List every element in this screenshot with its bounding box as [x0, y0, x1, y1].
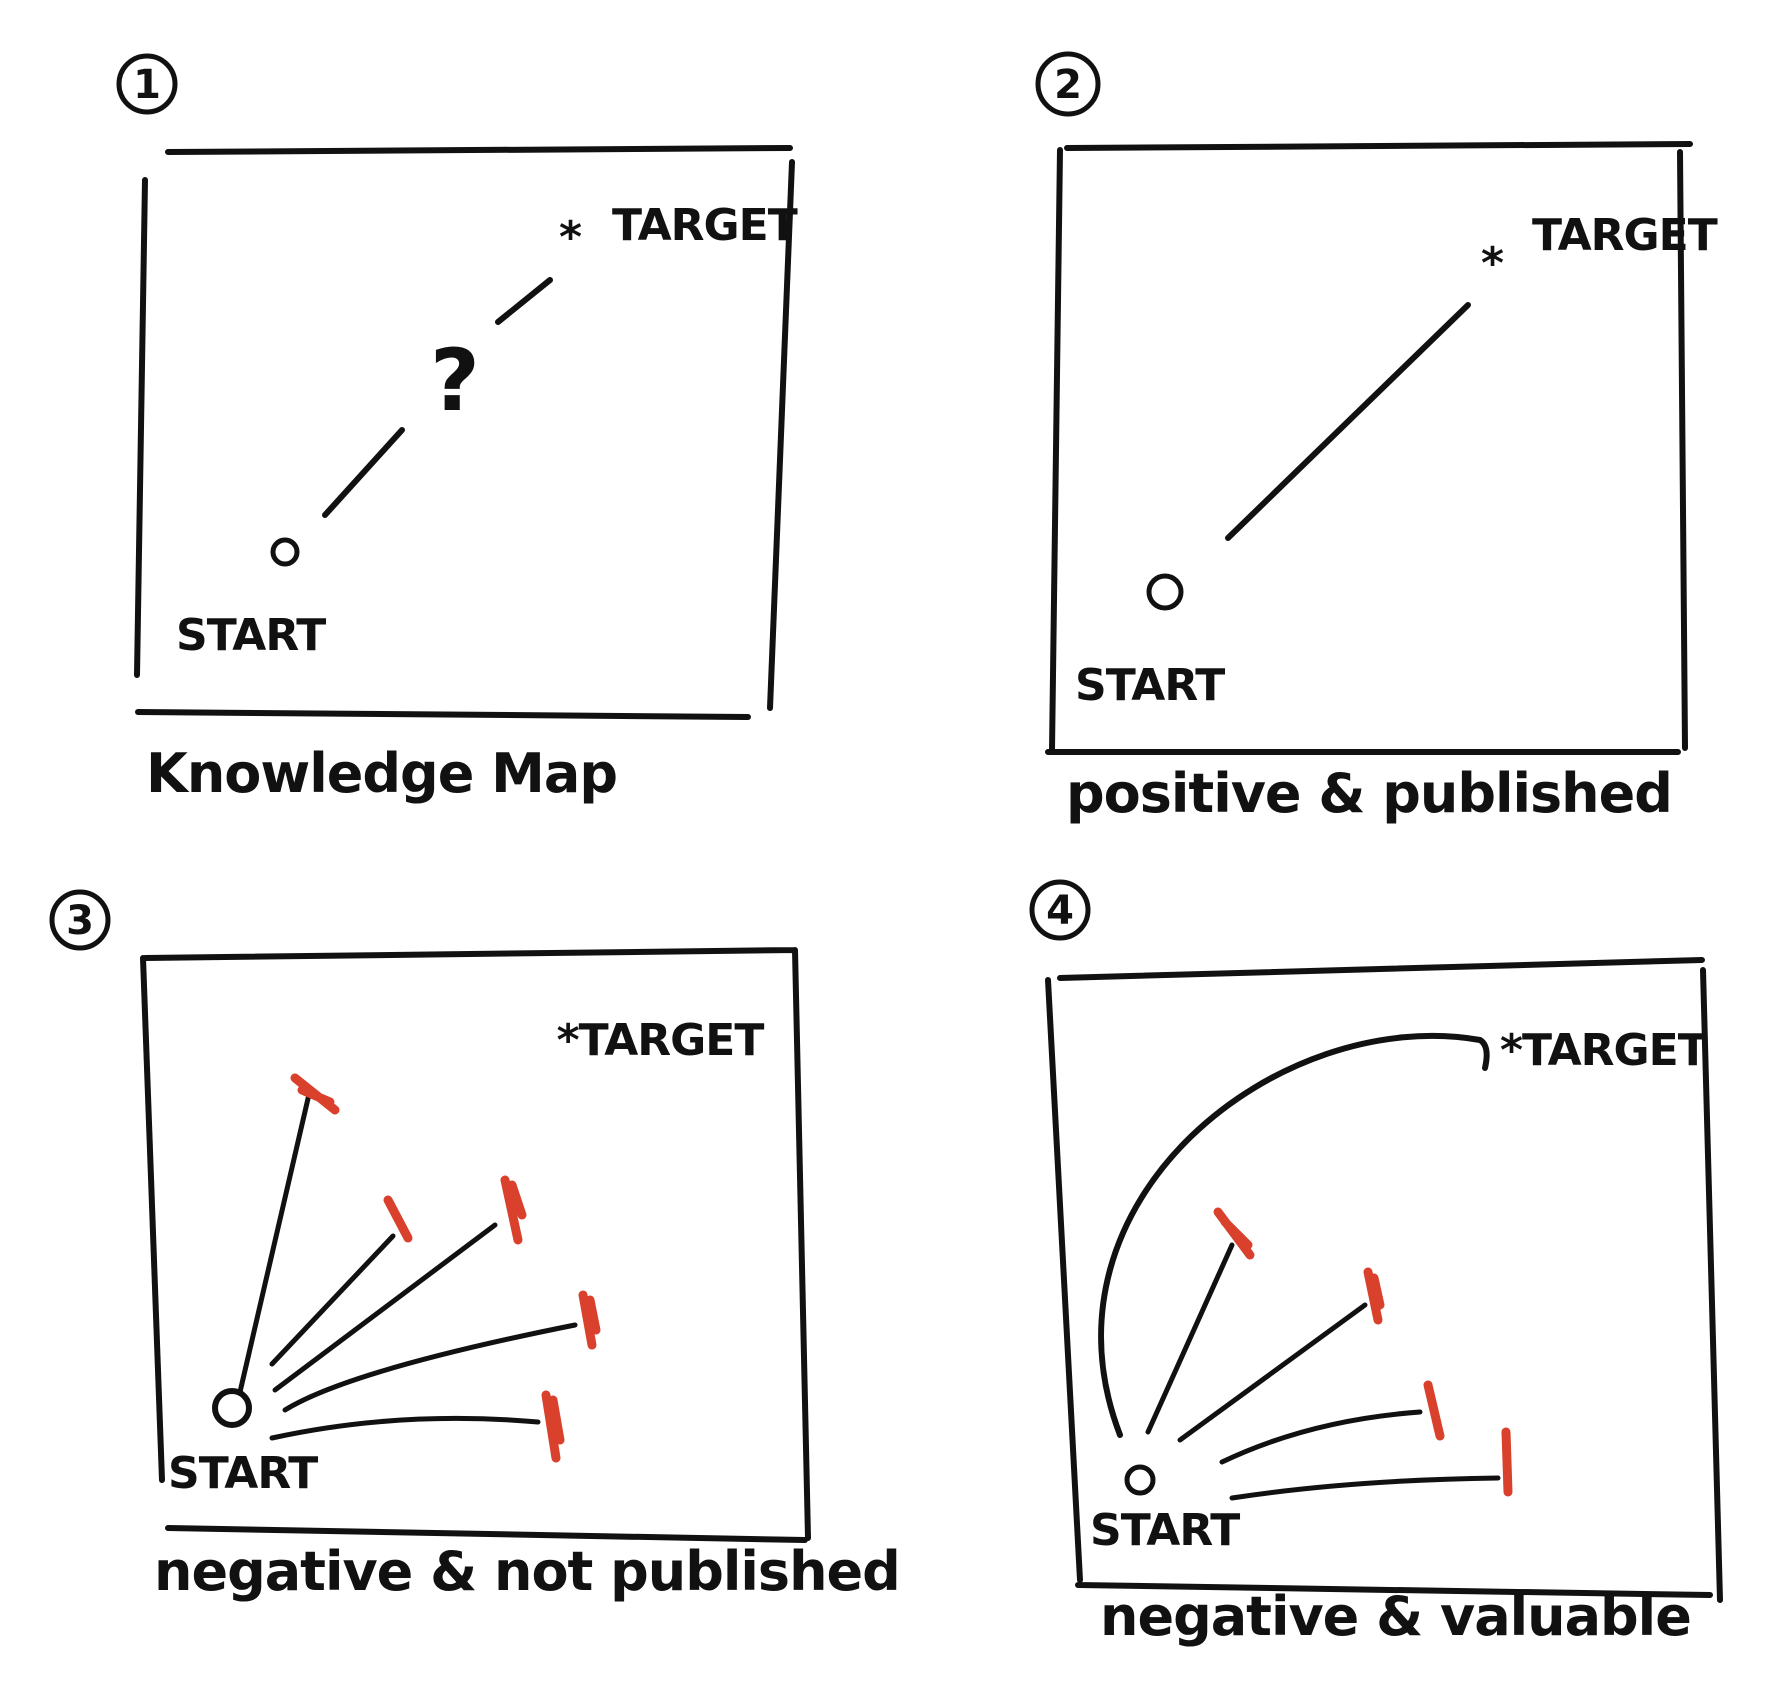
- panel-caption: negative & not published: [154, 1540, 900, 1603]
- target-star: *: [1481, 238, 1504, 289]
- panel-number-circle: [49, 889, 111, 951]
- panel-caption: Knowledge Map: [146, 742, 617, 805]
- failed-path: [269, 1233, 396, 1367]
- start-node: [212, 1388, 252, 1428]
- start-node: [1146, 573, 1184, 611]
- start-label: START: [176, 610, 326, 661]
- dead-end-mark: [500, 1175, 527, 1245]
- dead-end-mark: [1501, 1427, 1513, 1497]
- panel-number: 2: [1054, 62, 1082, 108]
- panel-4: 4 *TARGET START negative & valuable: [1029, 879, 1723, 1648]
- target-label: *TARGET: [1500, 1025, 1708, 1076]
- start-node: [270, 537, 300, 567]
- dead-end-mark: [578, 1290, 601, 1350]
- dead-end-mark: [383, 1195, 413, 1243]
- failed-path: [1177, 1302, 1368, 1443]
- panel-number: 3: [66, 898, 94, 944]
- target-label: TARGET: [1532, 210, 1718, 261]
- target-label: *TARGET: [557, 1015, 765, 1066]
- start-label: START: [168, 1448, 318, 1499]
- dead-end-mark: [1363, 1267, 1385, 1325]
- dead-end-mark: [541, 1390, 565, 1463]
- panel-number: 1: [133, 62, 161, 108]
- failed-path: [1145, 1242, 1235, 1435]
- panel-3: 3 *TARGET START negative & not published: [49, 889, 901, 1603]
- failed-path: [1219, 1409, 1423, 1465]
- dead-end-mark: [290, 1073, 340, 1115]
- failed-path: [237, 1087, 313, 1395]
- panel-caption: negative & valuable: [1100, 1585, 1691, 1648]
- panel-frame: [140, 947, 811, 1543]
- dead-end-mark: [1213, 1207, 1255, 1260]
- panel-frame: [134, 145, 795, 720]
- failed-path: [282, 1322, 578, 1413]
- panel-number-circle: [1029, 879, 1091, 941]
- path-line: [1225, 302, 1471, 541]
- dead-end-mark: [1423, 1380, 1445, 1441]
- start-label: START: [1090, 1505, 1240, 1556]
- target-star: *: [559, 212, 582, 263]
- panel-number-circle: [116, 53, 178, 115]
- failed-path: [269, 1415, 541, 1441]
- panel-frame: [1045, 141, 1693, 755]
- start-label: START: [1075, 660, 1225, 711]
- curved-success-path: [1098, 1032, 1490, 1438]
- failed-path: [272, 1222, 498, 1393]
- start-node: [1124, 1464, 1156, 1496]
- panel-caption: positive & published: [1066, 762, 1672, 825]
- panel-1: 1 START ? * TARGET Knowledge Map: [116, 53, 799, 805]
- panel-frame: [1045, 957, 1723, 1603]
- path-segment: [322, 427, 405, 518]
- panel-number-circle: [1035, 51, 1101, 117]
- panel-2: 2 START * TARGET positive & published: [1035, 51, 1719, 825]
- question-mark: ?: [430, 331, 480, 431]
- panel-number: 4: [1046, 888, 1074, 934]
- target-label: TARGET: [612, 200, 798, 251]
- path-segment: [495, 277, 553, 325]
- failed-path: [1229, 1475, 1501, 1501]
